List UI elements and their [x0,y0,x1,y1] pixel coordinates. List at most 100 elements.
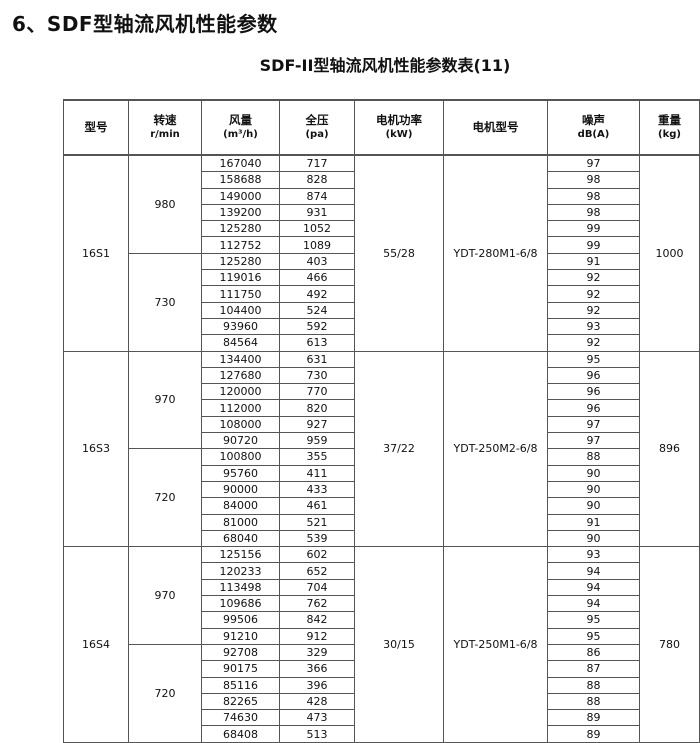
table-row: 119016 466 92 [64,269,700,287]
pressure-cell: 521 [279,513,355,531]
airflow-cell: 91210 [201,627,280,645]
noise-cell: 98 [547,187,640,205]
table-row: 120233 652 94 [64,562,700,580]
header-unit: (kg) [658,128,681,140]
pressure-cell: 539 [279,529,355,548]
power-cell: 55/28 [354,154,444,352]
airflow-cell: 111750 [201,285,280,303]
airflow-cell: 82265 [201,692,280,711]
pressure-cell: 717 [279,154,355,173]
airflow-cell: 84000 [201,497,280,515]
airflow-cell: 134400 [201,350,280,368]
table-row: 720 100800 355 88 [64,448,700,548]
header-unit: (kW) [385,128,413,140]
noise-cell: 94 [547,562,640,580]
header-label: 全压 [305,113,329,128]
pressure-cell: 366 [279,660,355,678]
table-row: 84564 613 92 [64,334,700,352]
noise-cell: 96 [547,399,640,417]
noise-cell: 94 [547,578,640,597]
table-row: 90000 433 90 [64,480,700,499]
noise-cell: 88 [547,692,640,711]
noise-cell: 96 [547,383,640,401]
airflow-cell: 120233 [201,562,280,580]
speed-cell: 730 [128,252,202,352]
header-airflow: 风量 (m³/h) [201,99,280,156]
pressure-cell: 613 [279,334,355,352]
airflow-cell: 90720 [201,432,280,450]
table-row: 68040 539 90 [64,529,700,548]
table-row: 95760 411 90 [64,464,700,482]
pressure-cell: 959 [279,432,355,450]
noise-cell: 93 [547,546,640,564]
table-row: 111750 492 92 [64,285,700,303]
noise-cell: 86 [547,643,640,662]
pressure-cell: 1089 [279,236,355,254]
pressure-cell: 762 [279,595,355,613]
table-row: 125280 1052 99 [64,220,700,238]
noise-cell: 90 [547,480,640,499]
airflow-cell: 167040 [201,154,280,173]
table-row: 120000 770 96 [64,383,700,401]
pressure-cell: 842 [279,611,355,629]
pressure-cell: 524 [279,301,355,319]
noise-cell: 99 [547,236,640,254]
model-cell: 16S1 [63,154,129,352]
pressure-cell: 433 [279,480,355,499]
airflow-cell: 93960 [201,317,280,336]
airflow-cell: 85116 [201,676,280,694]
motor-cell: YDT-250M1-6/8 [443,546,548,743]
header-model: 型号 [63,99,129,156]
model-cell: 16S4 [63,546,129,743]
noise-cell: 89 [547,725,640,743]
speed-cell: 970 [128,350,202,450]
table-row: 84000 461 90 [64,497,700,515]
weight-cell: 1000 [639,154,700,352]
noise-cell: 98 [547,171,640,189]
header-unit: dB(A) [577,128,610,140]
noise-cell: 91 [547,513,640,531]
noise-cell: 96 [547,366,640,385]
airflow-cell: 95760 [201,464,280,482]
table-row: 158688 828 98 [64,171,700,189]
table-row: 16S4 970 125156 602 30/15 YDT-250M1-6/8 93 780 [63,546,700,743]
header-unit: (pa) [305,128,329,140]
pressure-cell: 466 [279,269,355,287]
noise-cell: 92 [547,334,640,352]
pressure-cell: 355 [279,448,355,466]
airflow-cell: 149000 [201,187,280,205]
noise-cell: 97 [547,432,640,450]
pressure-cell: 473 [279,709,355,727]
airflow-cell: 90000 [201,480,280,499]
noise-cell: 95 [547,627,640,645]
model-cell: 16S3 [63,350,129,548]
header-speed: 转速 r/min [128,99,202,156]
noise-cell: 90 [547,529,640,548]
pressure-cell: 428 [279,692,355,711]
weight-cell: 780 [639,546,700,743]
speed-cell: 720 [128,448,202,548]
header-label: 风量 [229,113,252,128]
pressure-cell: 396 [279,676,355,694]
airflow-cell: 104400 [201,301,280,319]
airflow-cell: 99506 [201,611,280,629]
noise-cell: 88 [547,676,640,694]
pressure-cell: 652 [279,562,355,580]
airflow-cell: 100800 [201,448,280,466]
pressure-cell: 820 [279,399,355,417]
pressure-cell: 927 [279,415,355,434]
airflow-cell: 84564 [201,334,280,352]
section-title: 6、SDF型轴流风机性能参数 [12,12,278,36]
motor-cell: YDT-280M1-6/8 [443,154,548,352]
header-motor: 电机型号 [443,99,548,156]
noise-cell: 92 [547,301,640,319]
pressure-cell: 912 [279,627,355,645]
table-row: 90175 366 87 [64,660,700,678]
airflow-cell: 139200 [201,203,280,222]
header-label: 重量 [658,113,681,128]
airflow-cell: 125280 [201,220,280,238]
table-row: 90720 959 97 [64,432,700,450]
noise-cell: 87 [547,660,640,678]
airflow-cell: 90175 [201,660,280,678]
noise-cell: 97 [547,415,640,434]
